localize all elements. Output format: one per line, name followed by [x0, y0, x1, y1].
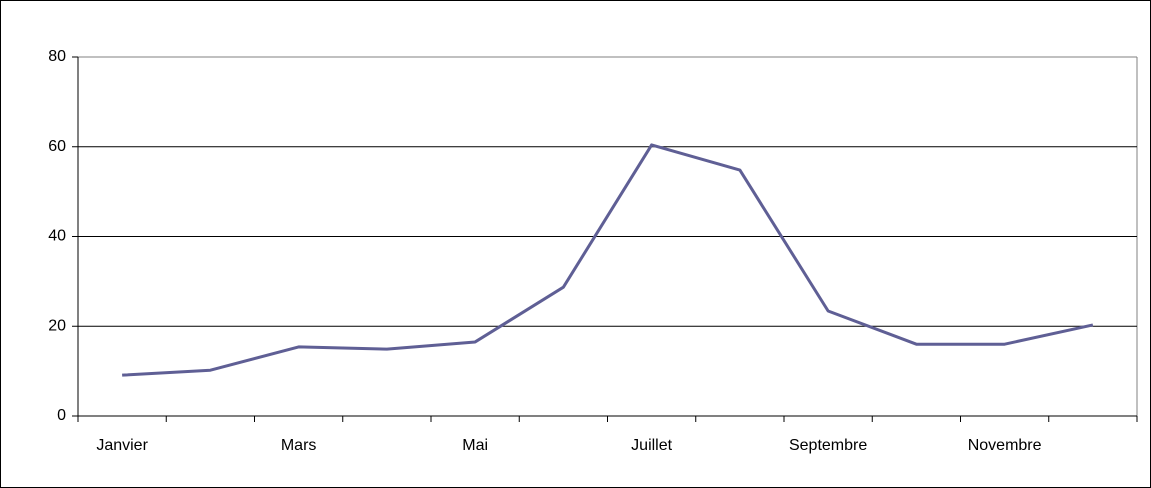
y-tick-label: 80: [48, 48, 66, 65]
x-tick-label: Mars: [281, 437, 317, 454]
x-tick-label: Mai: [462, 437, 488, 454]
y-tick-label: 60: [48, 138, 66, 155]
y-tick-label: 20: [48, 317, 66, 334]
x-tick-label: Septembre: [789, 437, 867, 454]
x-tick-label: Juillet: [631, 437, 672, 454]
y-tick-label: 0: [57, 407, 66, 424]
x-tick-label: Novembre: [968, 437, 1042, 454]
x-tick-label: Janvier: [96, 437, 148, 454]
series-line: [122, 143, 1094, 377]
y-tick-label: 40: [48, 228, 66, 245]
